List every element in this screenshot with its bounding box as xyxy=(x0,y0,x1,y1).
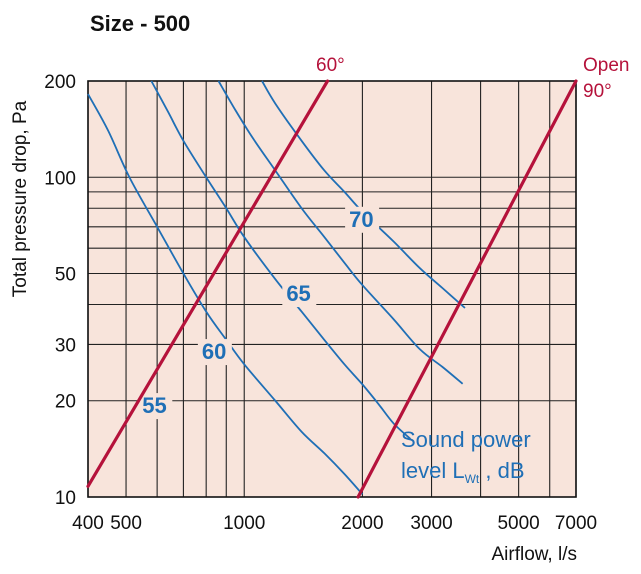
x-tick-label: 1000 xyxy=(223,513,265,534)
sound-curve-70 xyxy=(261,80,466,309)
y-tick-label: 100 xyxy=(44,168,76,189)
sound-curve-label-70: 70 xyxy=(349,207,373,232)
damper-label-90: 90° xyxy=(583,81,612,102)
y-tick-label: 20 xyxy=(55,392,76,413)
y-tick-label: 50 xyxy=(55,265,76,286)
y-tick-label: 30 xyxy=(55,335,76,356)
x-tick-label: 500 xyxy=(110,513,142,534)
y-tick-label: 200 xyxy=(44,72,76,93)
damper-lines: 60° Open 90° xyxy=(86,55,629,499)
chart-title: Size - 500 xyxy=(90,11,190,36)
x-tick-label: 7000 xyxy=(555,513,597,534)
grid-lines xyxy=(87,80,577,498)
sound-label-bg xyxy=(197,339,232,366)
x-tick-labels: 400 500 1000 2000 3000 5000 7000 xyxy=(72,513,597,534)
legend-line-1: Sound power xyxy=(401,427,531,452)
sound-curve-label-60: 60 xyxy=(202,339,226,364)
x-axis-label: Airflow, l/s xyxy=(491,544,577,565)
plot-frame xyxy=(87,80,577,498)
damper-label-open: Open xyxy=(583,55,629,76)
legend-line-2-suffix: , dB xyxy=(479,458,524,483)
y-tick-label: 10 xyxy=(55,488,76,509)
x-tick-label: 3000 xyxy=(410,513,452,534)
damper-line-0 xyxy=(86,79,330,488)
sound-legend: Sound power level LWt , dB xyxy=(401,427,531,486)
sound-curves: 55 60 65 70 xyxy=(87,80,466,495)
y-tick-labels: 10 20 30 50 100 200 xyxy=(44,72,76,509)
sound-label-bg xyxy=(138,393,173,420)
x-tick-label: 2000 xyxy=(341,513,383,534)
x-tick-label: 400 xyxy=(72,513,104,534)
damper-label-60: 60° xyxy=(316,55,345,76)
sound-curve-label-55: 55 xyxy=(142,393,166,418)
sound-label-bg xyxy=(282,281,317,308)
damper-line-1 xyxy=(356,79,578,499)
y-axis-label: Total pressure drop, Pa xyxy=(10,100,31,297)
legend-line-2-prefix: level L xyxy=(401,458,465,483)
legend-line-2: level LWt , dB xyxy=(401,458,525,486)
plot-background xyxy=(88,81,576,497)
x-tick-label: 5000 xyxy=(497,513,539,534)
sound-label-bg xyxy=(345,206,380,233)
legend-line-2-sub: Wt xyxy=(465,472,480,486)
sound-curve-label-65: 65 xyxy=(286,281,310,306)
sound-curve-65 xyxy=(217,80,464,385)
